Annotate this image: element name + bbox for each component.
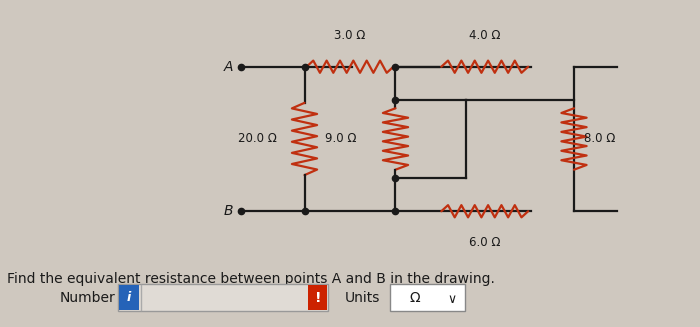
FancyBboxPatch shape [308,285,327,310]
Text: 8.0 Ω: 8.0 Ω [584,132,616,146]
FancyBboxPatch shape [119,285,139,310]
Text: B: B [223,204,233,218]
Text: i: i [127,291,131,304]
Text: 9.0 Ω: 9.0 Ω [326,132,357,146]
FancyBboxPatch shape [390,284,465,311]
Text: 6.0 Ω: 6.0 Ω [469,236,500,249]
Text: Number: Number [60,291,116,304]
Text: 20.0 Ω: 20.0 Ω [237,132,276,146]
Text: ∨: ∨ [447,293,456,306]
Text: 4.0 Ω: 4.0 Ω [469,29,500,42]
Text: 3.0 Ω: 3.0 Ω [335,29,365,42]
Text: Find the equivalent resistance between points A and B in the drawing.: Find the equivalent resistance between p… [7,272,495,286]
Text: Units: Units [345,291,380,304]
Text: Ω: Ω [410,291,420,304]
Text: A: A [223,60,233,74]
Text: !: ! [315,291,321,304]
FancyBboxPatch shape [118,284,328,311]
